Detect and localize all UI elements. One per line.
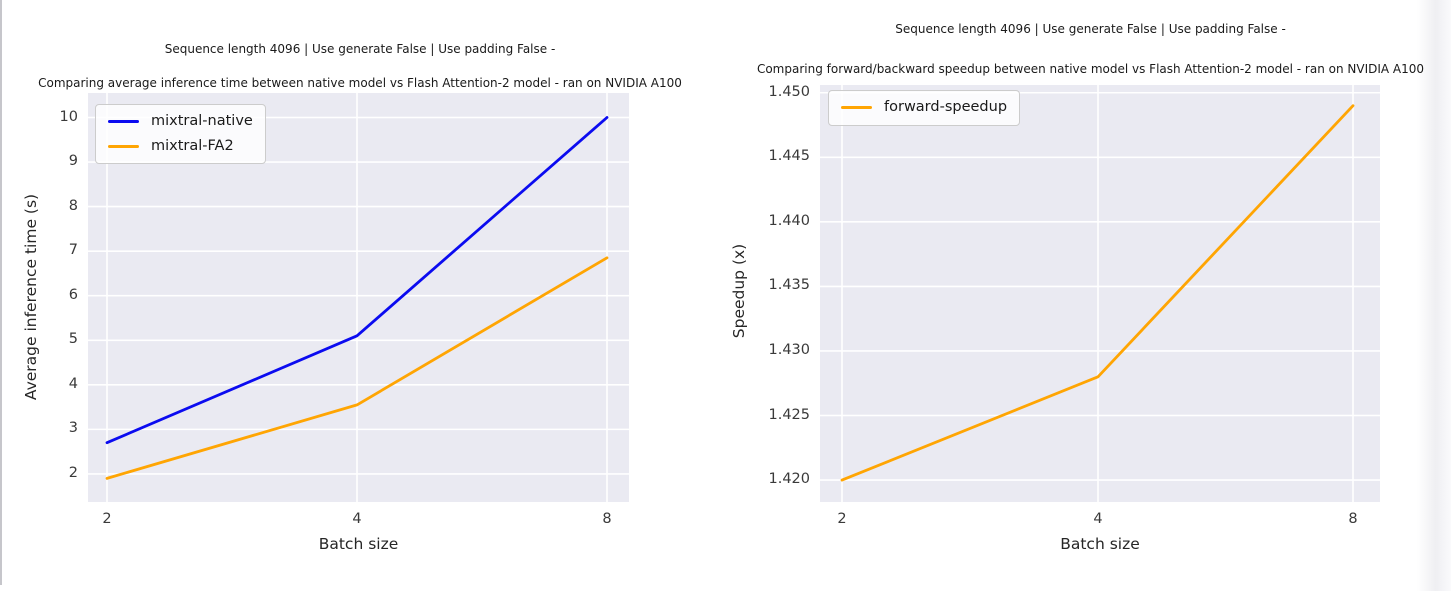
legend-line-swatch-icon — [108, 120, 139, 124]
y-tick-label: 4 — [68, 375, 78, 392]
y-tick-label: 9 — [68, 153, 78, 170]
figure2-title: Comparing forward/backward speedup betwe… — [756, 62, 1425, 76]
series-line-forward-speedup — [840, 104, 1355, 482]
figure-speedup: Sequence length 4096 | Use generate Fals… — [730, 0, 1451, 591]
x-tick-label: 8 — [602, 511, 612, 527]
y-tick-label: 2 — [68, 464, 78, 481]
legend-entry-mixtral-FA2: mixtral-FA2 — [108, 137, 253, 157]
y-tick-label: 1.450 — [768, 83, 810, 100]
y-tick-label: 3 — [68, 420, 78, 437]
legend-entry-mixtral-native: mixtral-native — [108, 112, 253, 132]
plot-background — [820, 85, 1380, 502]
y-tick-label: 1.435 — [768, 277, 810, 294]
y-tick-label: 1.420 — [768, 471, 810, 488]
x-tick-label: 2 — [102, 511, 112, 527]
y-tick-label: 7 — [68, 242, 78, 259]
series-line-mixtral-native — [105, 116, 609, 445]
figure2-suptitle: Sequence length 4096 | Use generate Fals… — [895, 22, 1286, 36]
figure2-x-axis-label: Batch size — [1060, 535, 1140, 553]
legend-entry-forward-speedup: forward-speedup — [841, 98, 1007, 118]
figure2-legend: forward-speedup — [828, 90, 1021, 126]
y-tick-label: 10 — [59, 108, 78, 125]
figure1-legend: mixtral-native mixtral-FA2 — [95, 104, 266, 165]
y-tick-label: 1.425 — [768, 406, 810, 423]
legend-label: mixtral-FA2 — [151, 137, 234, 154]
x-tick-label: 2 — [837, 511, 847, 527]
y-tick-label: 6 — [68, 286, 78, 303]
figure-inference-time: Sequence length 4096 | Use generate Fals… — [0, 0, 720, 591]
y-tick-label: 1.430 — [768, 341, 810, 358]
y-tick-label: 1.440 — [768, 212, 810, 229]
y-tick-label: 1.445 — [768, 148, 810, 165]
legend-label: mixtral-native — [151, 113, 253, 129]
legend-label: forward-speedup — [884, 99, 1008, 115]
y-tick-label: 5 — [68, 331, 78, 348]
y-tick-label: 8 — [68, 197, 78, 214]
legend-line-swatch-icon — [841, 106, 872, 110]
x-tick-label: 8 — [1348, 511, 1358, 527]
x-tick-label: 4 — [352, 511, 362, 527]
legend-line-swatch-icon — [108, 144, 139, 148]
page-left-border — [0, 0, 2, 585]
right-edge-shadow — [1417, 0, 1451, 591]
figure2-plot-area — [820, 85, 1380, 502]
series-line-mixtral-FA2 — [105, 256, 609, 480]
figure1-x-axis-label: Batch size — [318, 535, 399, 553]
figure1-suptitle: Sequence length 4096 | Use generate Fals… — [164, 42, 556, 56]
x-tick-label: 4 — [1093, 511, 1103, 527]
figure1-title: Comparing average inference time between… — [38, 76, 682, 90]
